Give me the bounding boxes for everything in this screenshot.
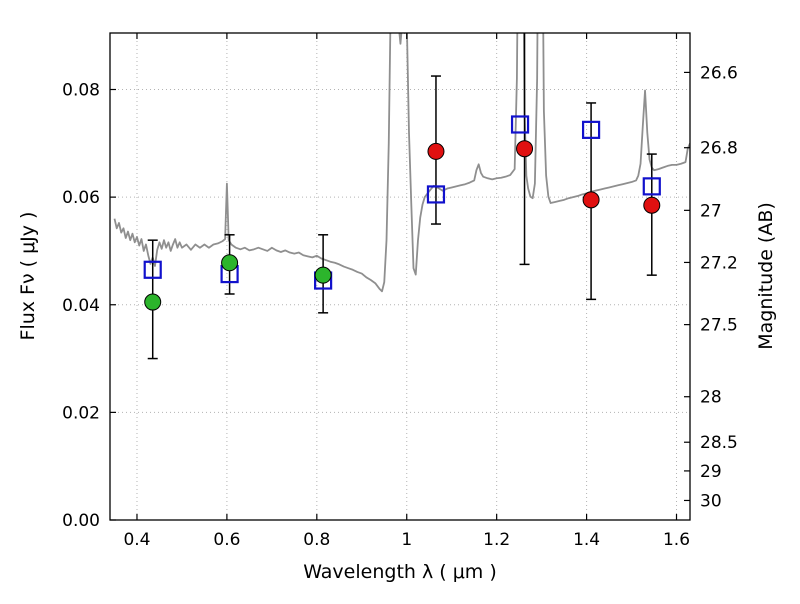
y-tick-label-right: 29 (700, 462, 722, 482)
y-tick-label-right: 26.8 (700, 139, 738, 159)
observed-photometry-infrared-marker (427, 142, 445, 160)
observed-photometry-infrared-marker (643, 196, 661, 214)
y-tick-label-right: 27.5 (700, 316, 738, 336)
model-photometry-marker (642, 177, 661, 196)
x-tick-label: 0.6 (213, 530, 240, 550)
axes-frame (109, 32, 691, 521)
y-axis-label-left: Flux Fν ( μJy ) (17, 212, 39, 341)
x-tick-label: 1 (401, 530, 412, 550)
observed-photometry-infrared-marker (516, 140, 534, 158)
plot-dynamic-layer: 0.4 0.6 0.8 1 1.2 1.4 1.6 0.00 0.02 0.04 0.06 0.08 2… (62, 32, 738, 550)
model-photometry-marker (581, 120, 601, 139)
observed-photometry-optical-marker (314, 266, 332, 284)
y-tick-label-right: 27 (700, 201, 722, 221)
y-tick-label-right: 28 (700, 388, 722, 408)
y-axis-label-right: Magnitude (AB) (755, 202, 777, 350)
y-tick-label-left: 0.06 (62, 188, 100, 208)
y-tick-label-left: 0.02 (62, 403, 100, 423)
observed-photometry-infrared-marker (582, 191, 600, 209)
x-tick-label: 0.8 (303, 530, 330, 550)
observed-photometry-optical-marker (221, 254, 239, 272)
y-tick-label-right: 27.2 (700, 253, 738, 273)
observed-photometry-optical-marker (144, 293, 162, 311)
x-tick-label: 1.2 (483, 530, 510, 550)
model-photometry-marker (510, 115, 530, 134)
model-photometry-marker (426, 185, 446, 204)
galaxy-spectrum-line (113, 33, 690, 293)
y-tick-label-right: 26.6 (700, 63, 738, 83)
y-tick-label-right: 28.5 (700, 433, 738, 453)
x-tick-label: 0.4 (123, 530, 150, 550)
y-tick-label-left: 0.04 (62, 296, 100, 316)
x-tick-label: 1.4 (573, 530, 600, 550)
y-tick-label-left: 0.00 (62, 511, 100, 531)
error-bars (147, 33, 657, 360)
model-photometry-marker (143, 260, 162, 279)
x-axis-label: Wavelength λ ( μm ) (303, 561, 497, 583)
y-tick-label-left: 0.08 (62, 81, 100, 101)
x-tick-label: 1.6 (663, 530, 690, 550)
y-tick-label-right: 30 (700, 491, 722, 511)
